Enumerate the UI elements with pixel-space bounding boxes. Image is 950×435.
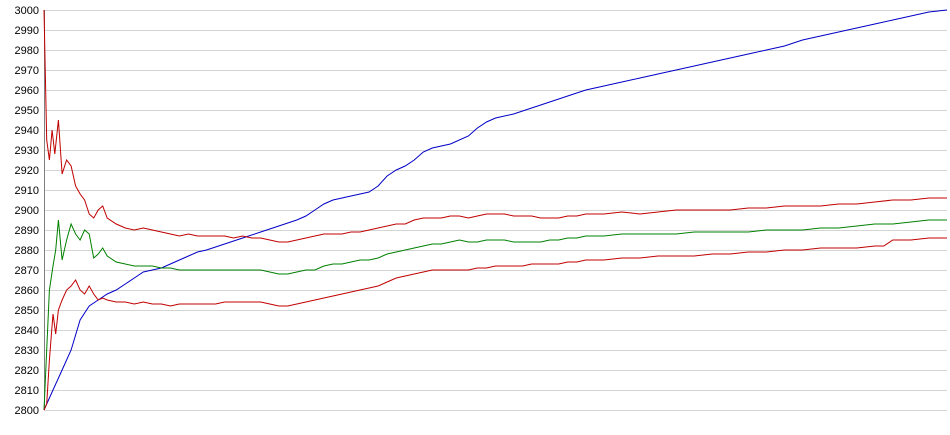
series-line-3 bbox=[43, 219, 947, 411]
series-line-4 bbox=[43, 237, 947, 411]
y-tick-label: 2950 bbox=[15, 105, 39, 117]
y-tick-label: 2800 bbox=[15, 405, 39, 417]
y-tick-label: 2830 bbox=[15, 345, 39, 357]
y-tick-label: 2890 bbox=[15, 225, 39, 237]
y-tick-label: 2880 bbox=[15, 245, 39, 257]
y-tick-label: 2930 bbox=[15, 145, 39, 157]
series-line-2 bbox=[43, 9, 947, 243]
y-tick-label: 2990 bbox=[15, 25, 39, 37]
y-tick-label: 2960 bbox=[15, 85, 39, 97]
y-tick-label: 3000 bbox=[15, 5, 39, 17]
y-tick-label: 2980 bbox=[15, 45, 39, 57]
y-tick-label: 2810 bbox=[15, 385, 39, 397]
y-tick-label: 2910 bbox=[15, 185, 39, 197]
y-tick-label: 2850 bbox=[15, 305, 39, 317]
y-tick-label: 2870 bbox=[15, 265, 39, 277]
y-tick-label: 2860 bbox=[15, 285, 39, 297]
y-tick-label: 2840 bbox=[15, 325, 39, 337]
chart-grid bbox=[44, 10, 947, 411]
y-tick-label: 2970 bbox=[15, 65, 39, 77]
y-tick-label: 2820 bbox=[15, 365, 39, 377]
y-tick-label: 2920 bbox=[15, 165, 39, 177]
chart-series bbox=[43, 9, 948, 411]
series-line-1 bbox=[43, 9, 948, 411]
y-tick-label: 2940 bbox=[15, 125, 39, 137]
y-tick-label: 2900 bbox=[15, 205, 39, 217]
y-axis-tick-labels: 2800 2810 2820 2830 2840 2850 2860 2870 2880 2890… bbox=[15, 5, 39, 417]
